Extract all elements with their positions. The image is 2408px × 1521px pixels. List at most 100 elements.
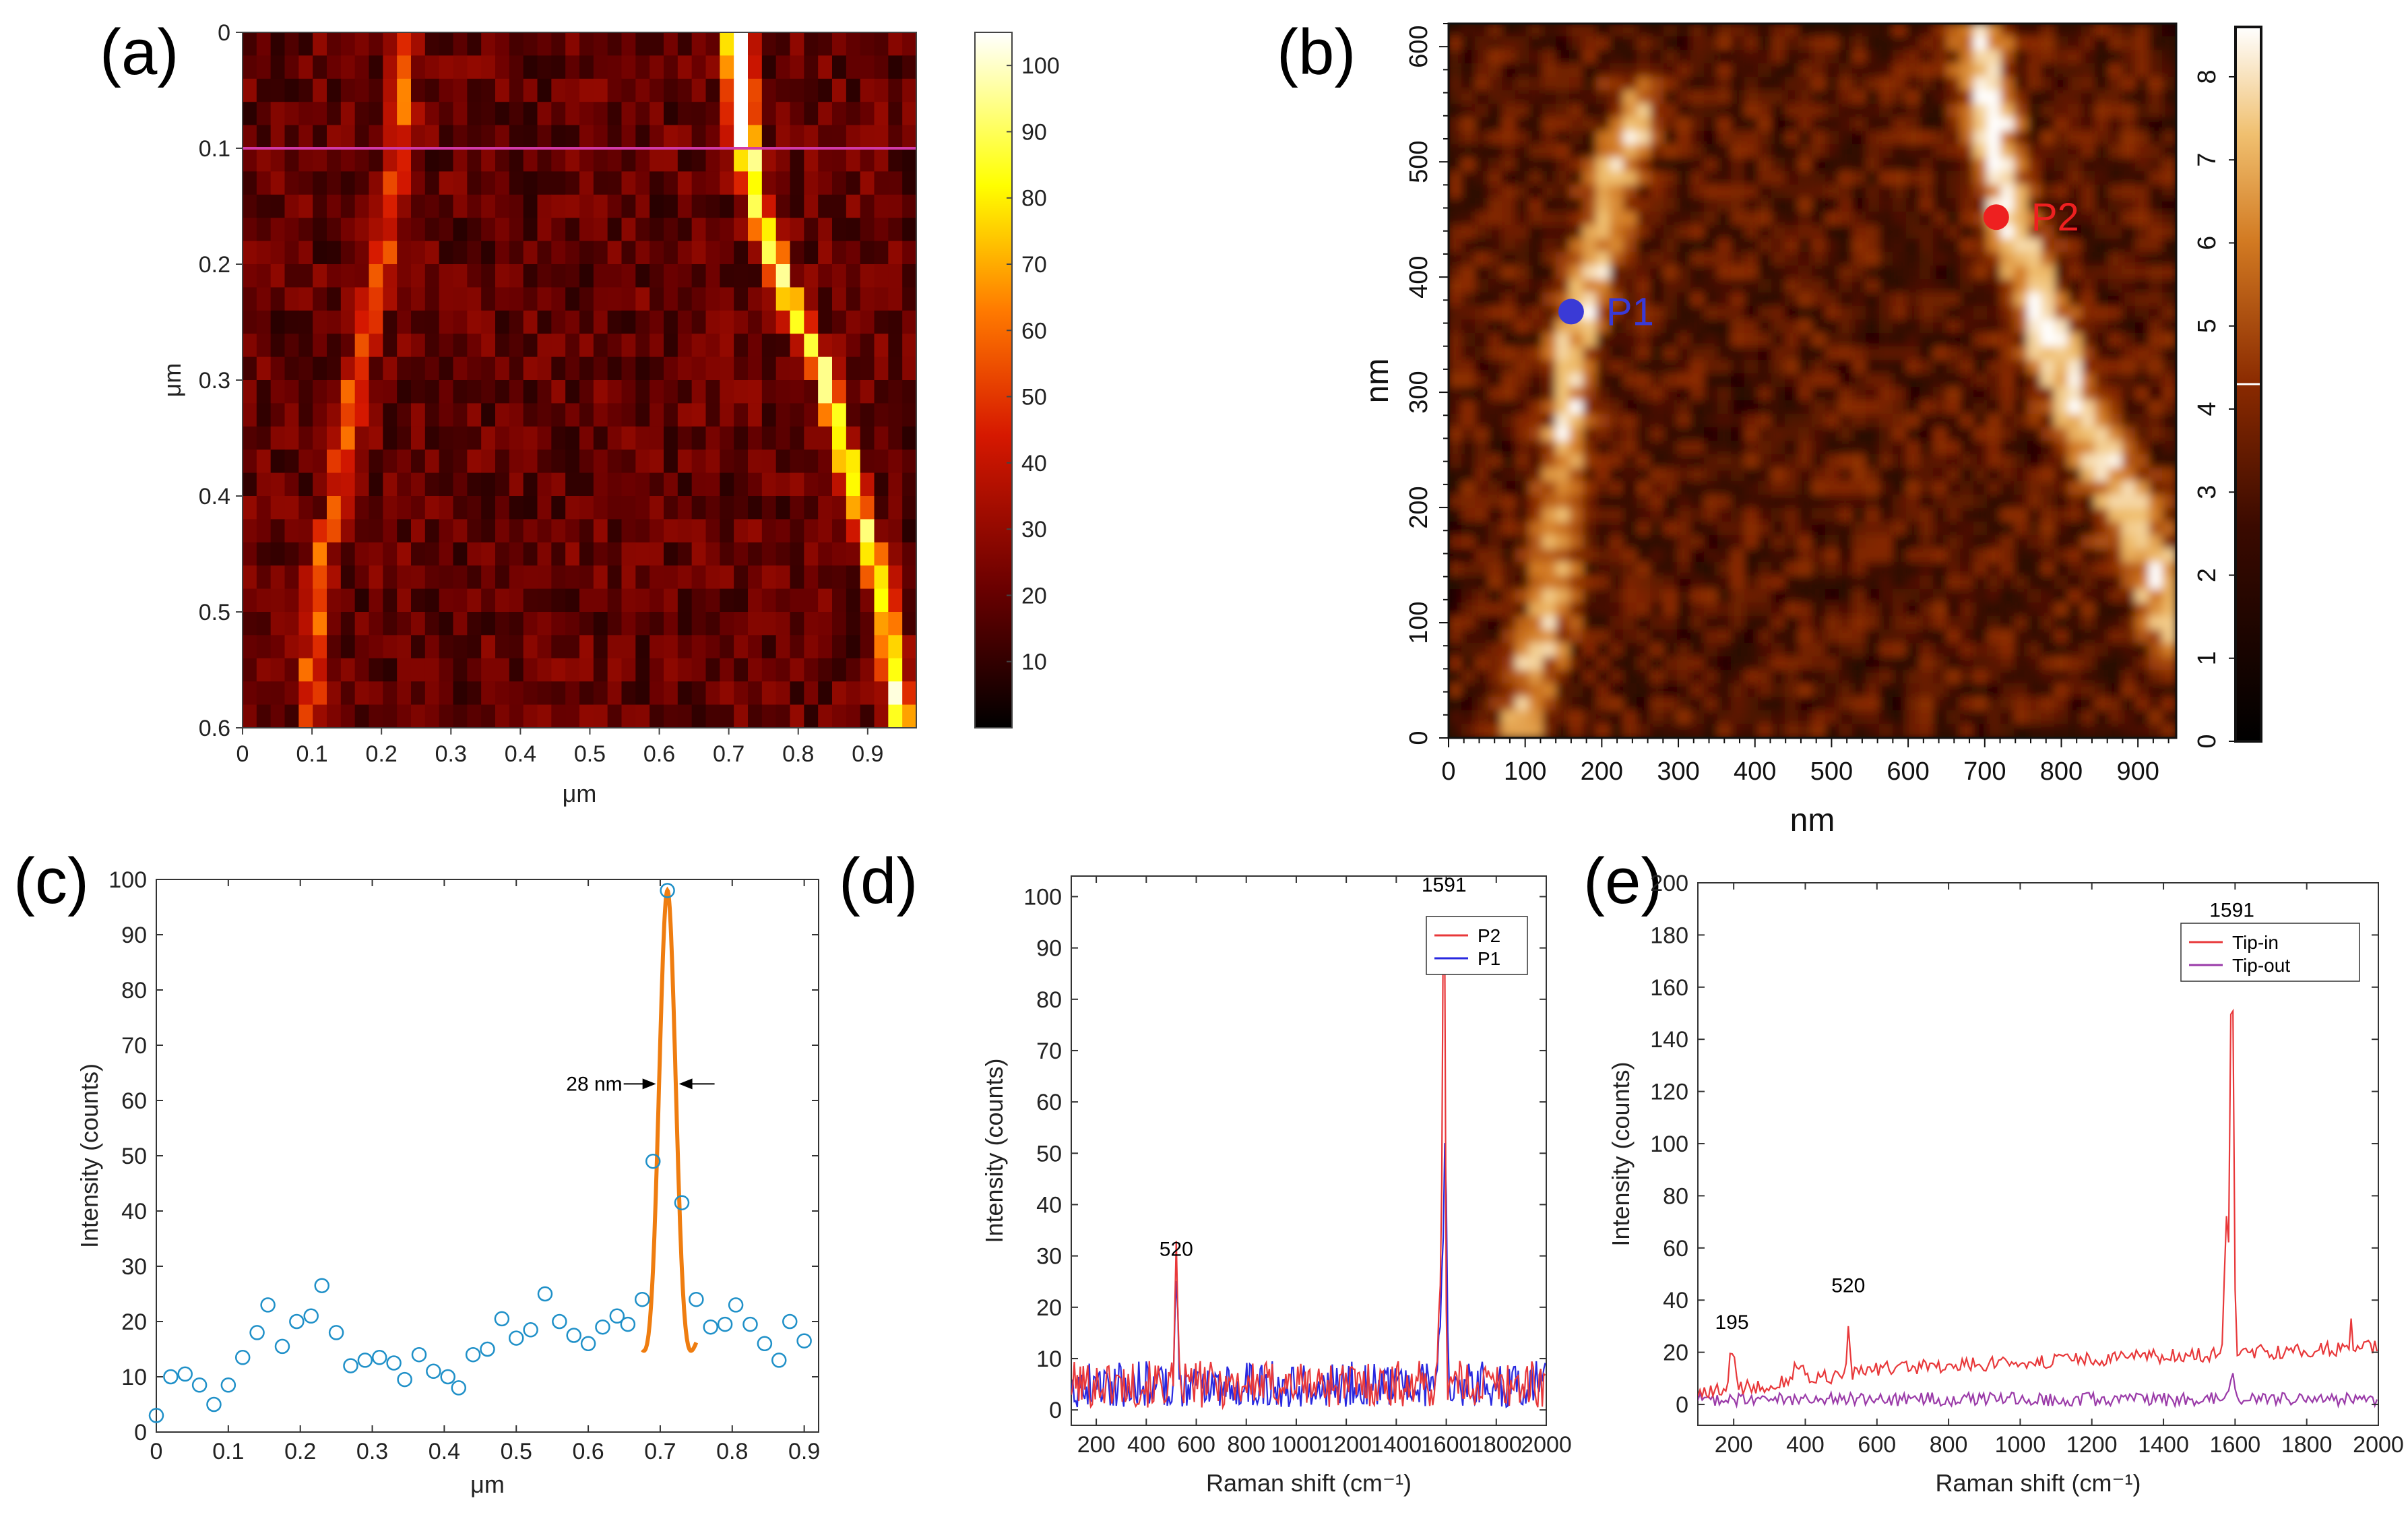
- heatmap-cell: [888, 565, 903, 590]
- afm-pixel: [2000, 144, 2015, 159]
- afm-pixel: [1488, 239, 1503, 253]
- afm-pixel: [1744, 198, 1759, 213]
- heatmap-cell: [383, 55, 398, 80]
- afm-pixel: [1866, 441, 1880, 456]
- afm-pixel: [1839, 535, 1853, 550]
- afm-pixel: [1798, 549, 1813, 563]
- heatmap-cell: [243, 612, 257, 635]
- afm-pixel: [1771, 77, 1786, 92]
- x-tick-label: 1800: [2281, 1432, 2333, 1458]
- afm-pixel: [2108, 495, 2123, 509]
- afm-pixel: [1960, 225, 1975, 240]
- heatmap-cell: [635, 635, 650, 659]
- afm-pixel: [1771, 279, 1786, 294]
- afm-pixel: [1839, 656, 1853, 671]
- afm-pixel: [1502, 427, 1517, 442]
- heatmap-cell: [734, 565, 749, 590]
- afm-pixel: [2162, 360, 2176, 375]
- heatmap-cell: [761, 565, 777, 590]
- afm-pixel: [1906, 697, 1921, 712]
- heatmap-cell: [888, 32, 903, 56]
- afm-pixel: [1933, 158, 1948, 173]
- afm-pixel: [1879, 589, 1894, 604]
- afm-pixel: [1933, 697, 1948, 712]
- heatmap-cell: [761, 334, 777, 358]
- afm-pixel: [1852, 144, 1867, 159]
- afm-pixel: [1515, 576, 1530, 590]
- afm-pixel: [1960, 306, 1975, 321]
- afm-pixel: [1987, 266, 2002, 280]
- afm-pixel: [2162, 562, 2176, 577]
- afm-pixel: [1812, 306, 1827, 321]
- afm-pixel: [1637, 50, 1651, 65]
- afm-pixel: [2014, 522, 2029, 536]
- heatmap-cell: [748, 472, 763, 497]
- heatmap-cell: [495, 310, 510, 334]
- afm-pixel: [1906, 212, 1921, 226]
- afm-pixel: [2122, 77, 2136, 92]
- afm-pixel: [1933, 656, 1948, 671]
- afm-pixel: [1650, 697, 1665, 712]
- heatmap-cell: [481, 681, 496, 706]
- afm-pixel: [1556, 117, 1571, 132]
- afm-pixel: [1906, 710, 1921, 725]
- heatmap-cell: [846, 356, 861, 381]
- afm-pixel: [1866, 117, 1880, 132]
- afm-pixel: [1812, 198, 1827, 213]
- x-tick-label: 0.5: [501, 1439, 532, 1464]
- afm-pixel: [1475, 333, 1490, 348]
- afm-pixel: [1650, 468, 1665, 483]
- heatmap-cell: [354, 264, 370, 288]
- afm-pixel: [1825, 306, 1840, 321]
- heatmap-cell: [607, 380, 623, 404]
- heatmap-cell: [565, 403, 580, 427]
- afm-pixel: [1731, 117, 1746, 132]
- heatmap-cell: [761, 194, 777, 218]
- heatmap-cell: [664, 612, 678, 635]
- afm-pixel: [1960, 562, 1975, 577]
- heatmap-cell: [509, 218, 524, 242]
- afm-pixel: [1650, 239, 1665, 253]
- afm-pixel: [1973, 697, 1988, 712]
- heatmap-cell: [902, 403, 917, 427]
- afm-pixel: [2068, 117, 2083, 132]
- afm-pixel: [1960, 576, 1975, 590]
- heatmap-cell: [775, 380, 791, 404]
- heatmap-cell: [902, 171, 917, 195]
- afm-pixel: [1610, 454, 1624, 469]
- heatmap-cell: [832, 681, 847, 706]
- afm-pixel: [2135, 616, 2150, 631]
- heatmap-cell: [691, 449, 707, 474]
- afm-pixel: [1946, 670, 1961, 685]
- afm-pixel: [1637, 63, 1651, 78]
- afm-pixel: [1556, 266, 1571, 280]
- heatmap-cell: [327, 241, 342, 265]
- heatmap-cell: [677, 287, 693, 311]
- afm-pixel: [1744, 495, 1759, 509]
- heatmap-cell: [635, 380, 650, 404]
- afm-pixel: [1637, 387, 1651, 402]
- afm-pixel: [1596, 589, 1611, 604]
- afm-pixel: [1542, 454, 1557, 469]
- heatmap-cell: [874, 356, 889, 381]
- heatmap-cell: [593, 588, 608, 613]
- data-point: [566, 1328, 581, 1343]
- plot-d-y-label: Intensity (counts): [980, 1058, 1008, 1243]
- heatmap-cell: [579, 565, 594, 590]
- afm-pixel: [1731, 144, 1746, 159]
- heatmap-cell: [340, 125, 356, 149]
- afm-pixel: [1946, 400, 1961, 415]
- afm-pixel: [1596, 535, 1611, 550]
- afm-pixel: [1839, 266, 1853, 280]
- afm-pixel: [1852, 656, 1867, 671]
- afm-pixel: [1812, 387, 1827, 402]
- afm-pixel: [1852, 90, 1867, 105]
- heatmap-cell: [565, 125, 580, 149]
- afm-pixel: [1771, 36, 1786, 51]
- afm-pixel: [1771, 252, 1786, 267]
- heatmap-cell: [804, 310, 819, 334]
- afm-pixel: [2135, 683, 2150, 698]
- afm-pixel: [1529, 333, 1544, 348]
- heatmap-cell: [383, 78, 398, 102]
- afm-pixel: [1704, 104, 1719, 119]
